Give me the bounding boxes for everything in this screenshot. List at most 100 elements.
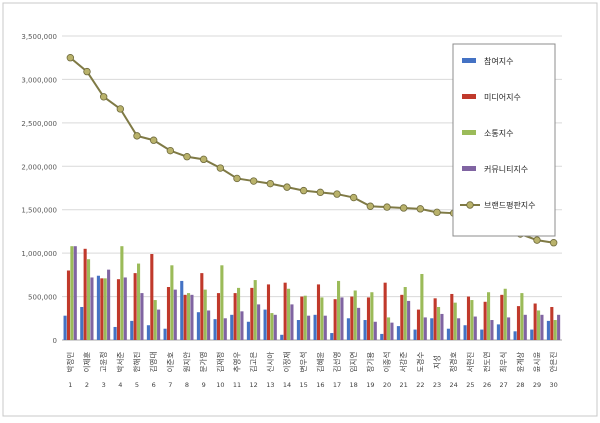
line-point — [433, 208, 441, 217]
bar — [300, 296, 304, 340]
legend-swatch — [462, 94, 476, 99]
x-tick-label: 변우석 — [298, 352, 308, 373]
bar — [103, 278, 107, 340]
x-number-label: 11 — [233, 381, 241, 389]
x-number-label: 16 — [316, 381, 324, 389]
x-tick-label: 최우식 — [498, 352, 508, 373]
legend-swatch — [462, 58, 476, 63]
bar — [73, 246, 77, 340]
bar — [230, 314, 234, 340]
y-axis: 0 500,000 1,000,000 1,500,000 2,000,000 2,500… — [21, 33, 57, 345]
x-number-label: 22 — [416, 381, 424, 389]
bar — [353, 290, 357, 340]
bar — [170, 265, 174, 340]
bar — [500, 294, 504, 340]
bar — [87, 259, 91, 340]
bar — [453, 302, 457, 340]
bar — [246, 321, 250, 340]
x-tick-label: 전도연 — [482, 352, 492, 373]
line-point — [283, 183, 291, 191]
bar — [153, 300, 157, 340]
y-tick-label: 2,500,000 — [21, 120, 57, 128]
x-tick-label: 이종석 — [382, 352, 392, 373]
bar — [407, 300, 411, 340]
legend-marker — [466, 201, 474, 209]
x-tick-label: 정경호 — [448, 352, 458, 373]
x-tick-label: 도경수 — [415, 352, 425, 373]
bar — [233, 293, 237, 340]
legend-swatch — [462, 130, 476, 135]
legend-label: 브랜드평판지수 — [484, 200, 536, 210]
x-tick-label: 문가영 — [198, 352, 208, 373]
x-number-label: 20 — [383, 381, 391, 389]
bar — [403, 287, 407, 340]
bar — [240, 311, 244, 340]
bar — [100, 278, 104, 340]
bar-series — [63, 246, 561, 340]
x-tick-label: 윤시윤 — [533, 352, 542, 373]
bar — [296, 320, 300, 340]
x-number-label: 13 — [266, 381, 274, 389]
x-number-label: 19 — [366, 381, 374, 389]
x-number-label: 21 — [400, 381, 408, 389]
y-tick-label: 1,500,000 — [21, 207, 57, 215]
x-number-label: 12 — [250, 381, 258, 389]
x-tick-label: 추영우 — [232, 352, 242, 373]
x-tick-label: 김재정 — [215, 352, 225, 373]
x-tick-label: 임지연 — [349, 352, 358, 373]
bar — [203, 289, 207, 340]
bar — [470, 300, 474, 340]
legend-swatch — [462, 166, 476, 171]
bar — [530, 329, 534, 340]
bar — [320, 297, 324, 340]
bar — [190, 294, 194, 340]
x-number-label: 28 — [516, 381, 524, 389]
line-point — [416, 205, 425, 213]
bar — [446, 328, 450, 340]
bar — [273, 314, 277, 340]
bar — [130, 320, 134, 340]
bar — [290, 304, 294, 340]
x-tick-label: 장기용 — [365, 352, 375, 373]
bar — [166, 287, 171, 340]
bar — [380, 333, 384, 340]
bar — [90, 277, 94, 340]
x-tick-label: 고윤정 — [98, 352, 108, 373]
x-number-label: 17 — [333, 381, 341, 389]
x-number-label: 29 — [533, 381, 541, 389]
bar — [550, 306, 554, 340]
bar — [487, 292, 491, 340]
x-number-label: 23 — [433, 381, 441, 389]
bar — [146, 325, 150, 340]
line-point — [533, 236, 541, 244]
line-point — [233, 174, 241, 183]
bar — [363, 320, 367, 340]
x-tick-label: 김고은 — [248, 352, 258, 373]
bar — [496, 324, 500, 340]
bar — [123, 277, 127, 340]
bar — [237, 287, 241, 340]
bar — [383, 282, 387, 340]
bar — [373, 321, 377, 340]
x-number-label: 15 — [300, 381, 308, 389]
bar — [216, 293, 221, 340]
bar — [137, 263, 141, 340]
line-point — [83, 67, 91, 76]
x-tick-label: 지성 — [433, 355, 442, 369]
bar — [316, 284, 321, 340]
bar — [507, 317, 511, 340]
line-point — [349, 193, 358, 202]
bar — [157, 309, 161, 340]
line-point — [299, 186, 308, 195]
line-point — [316, 188, 325, 197]
bar — [287, 288, 291, 340]
bar — [366, 297, 371, 340]
x-tick-label: 박정민 — [65, 352, 75, 373]
bar — [450, 293, 454, 340]
bar — [440, 313, 444, 340]
bar — [546, 320, 550, 340]
bar — [346, 318, 350, 340]
legend-label: 참여지수 — [484, 56, 513, 66]
bar — [140, 293, 144, 340]
bar — [466, 296, 471, 340]
